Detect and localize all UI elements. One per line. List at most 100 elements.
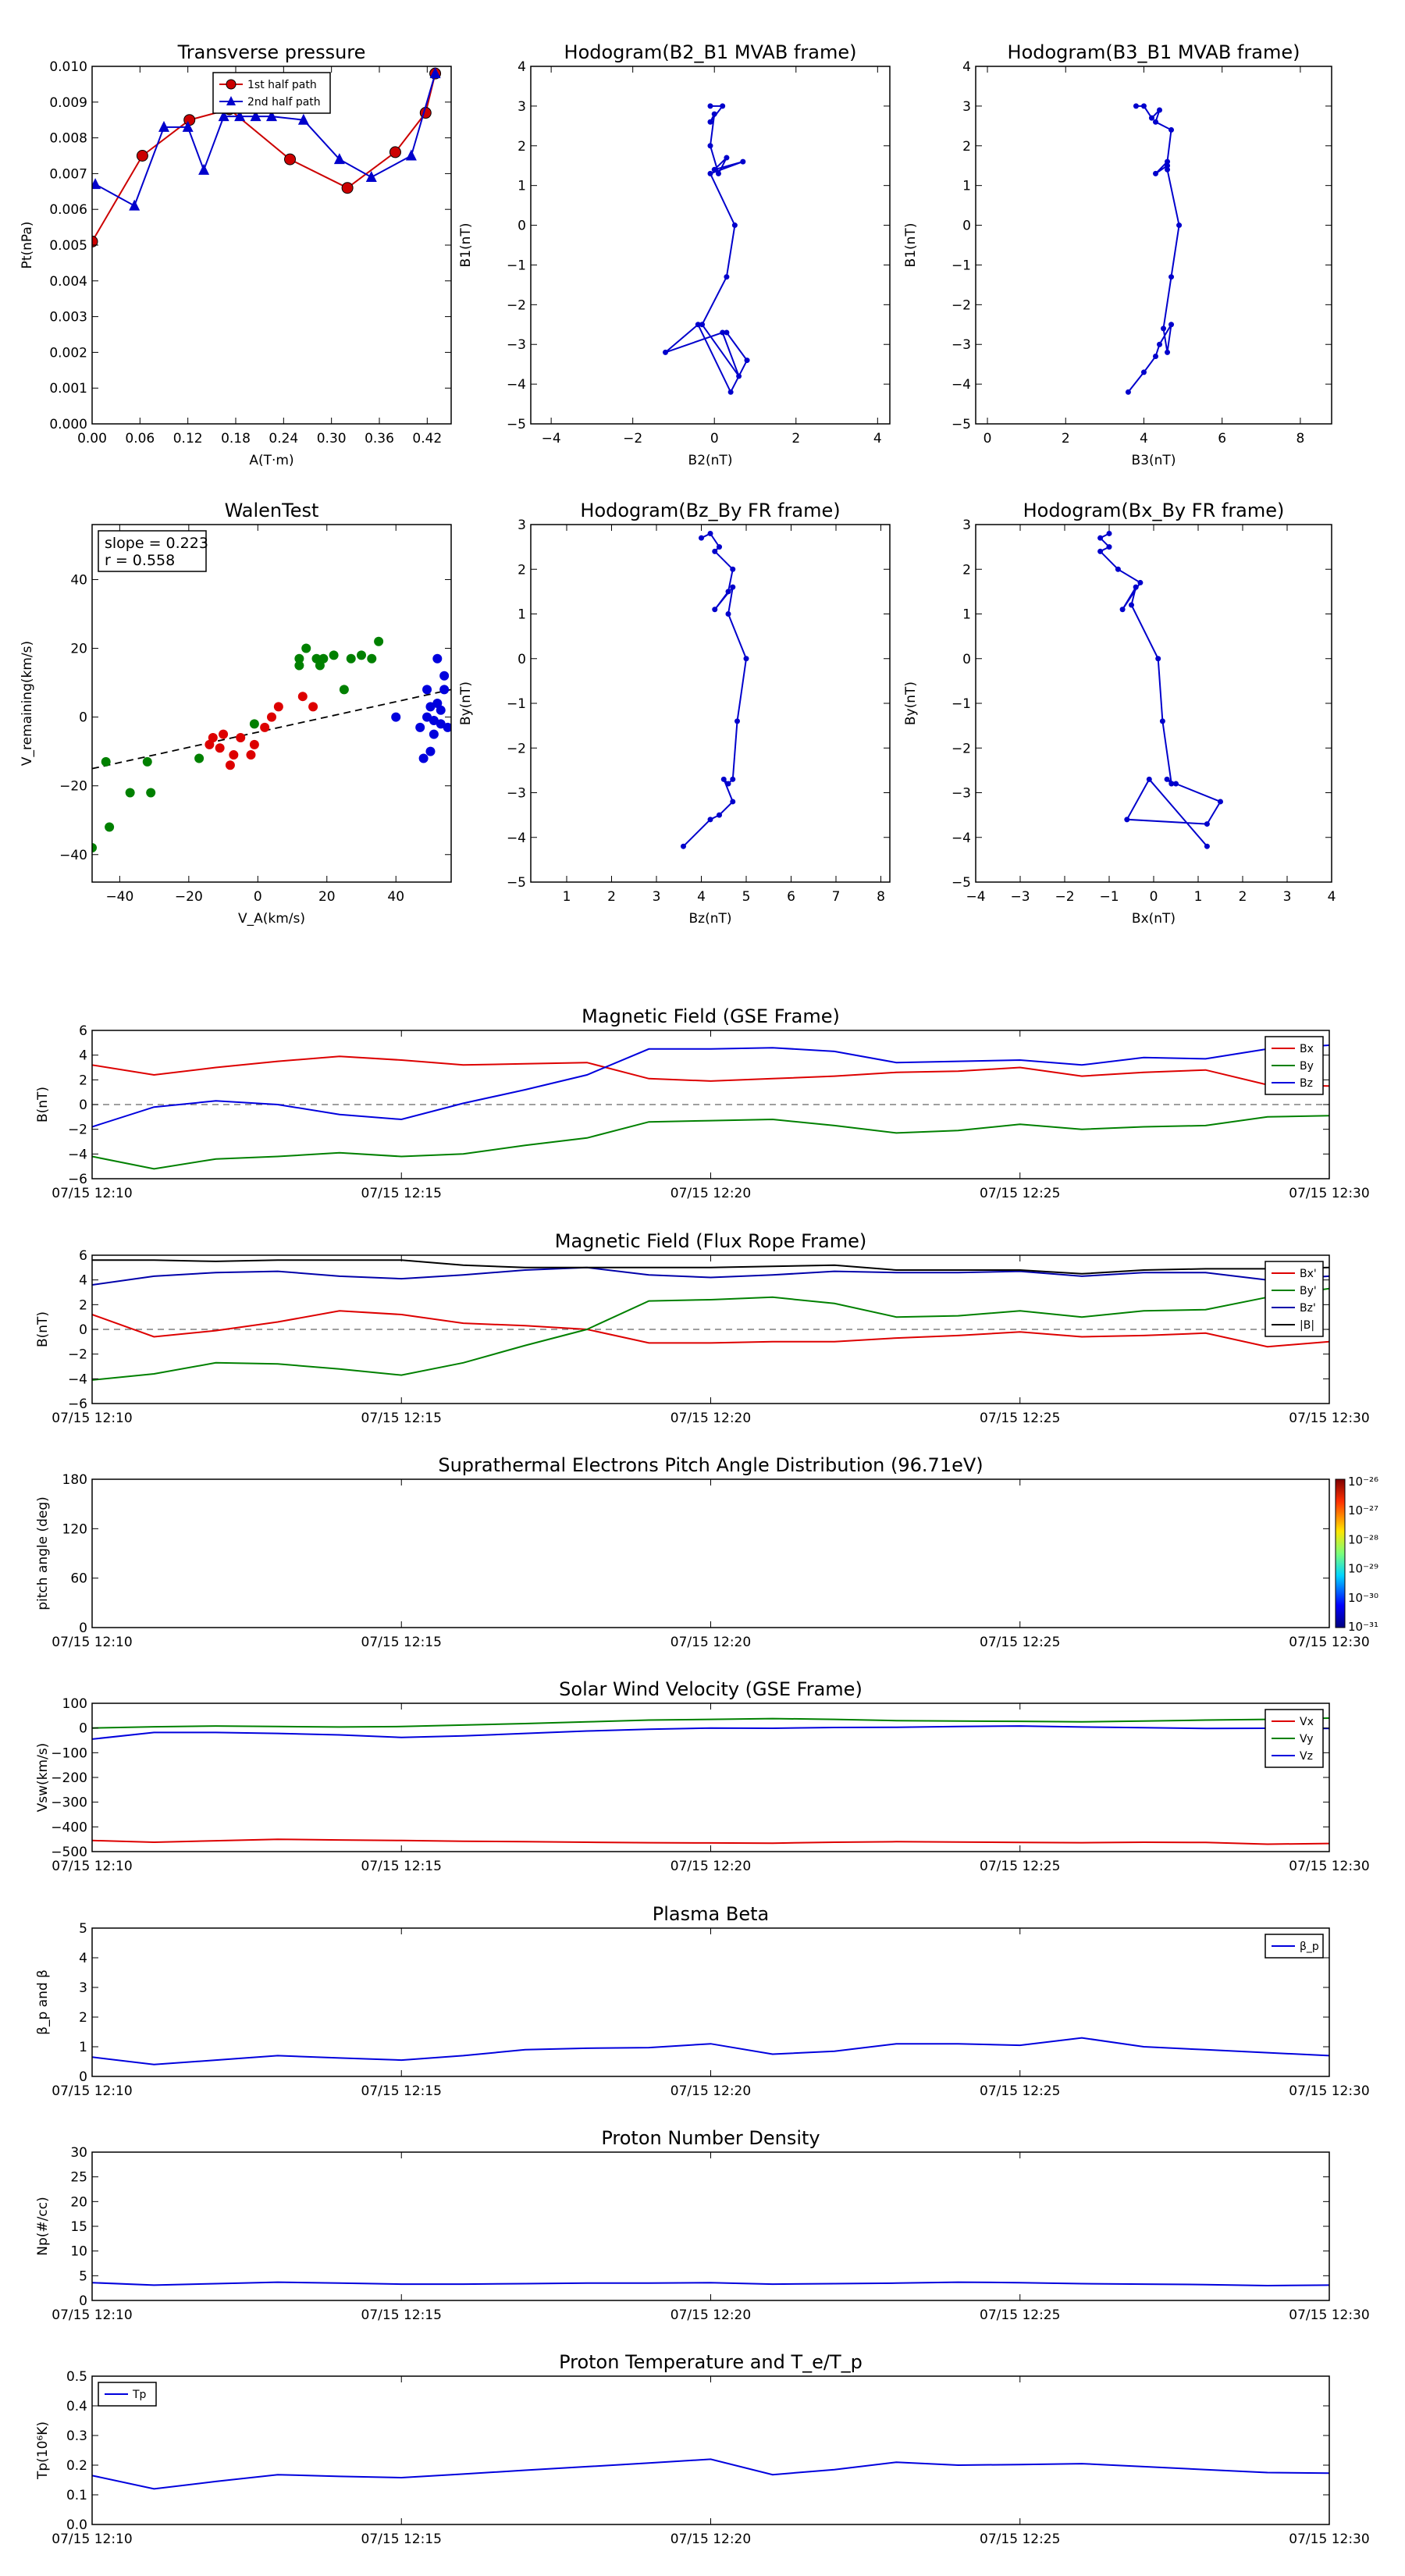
y-tick-label: 0 bbox=[79, 1721, 87, 1737]
y-tick-label: −3 bbox=[951, 786, 971, 802]
x-tick-label: 07/15 12:30 bbox=[1289, 1411, 1369, 1426]
y-tick-label: −500 bbox=[51, 1845, 87, 1860]
x-tick-label: 07/15 12:20 bbox=[670, 2532, 751, 2547]
series-line-0 bbox=[664, 105, 749, 394]
plot-frame bbox=[91, 2375, 1330, 2525]
scatter-point bbox=[429, 729, 439, 739]
x-tick-label: 07/15 12:15 bbox=[361, 1186, 442, 1201]
data-point bbox=[234, 110, 246, 122]
panel-3: WalenTest −40 −20 0 20 40 −40 −20 0 20 40 V_A(km/s)… bbox=[20, 500, 452, 927]
series-line-0 bbox=[92, 2037, 1329, 2065]
x-tick-label: 07/15 12:10 bbox=[52, 1186, 132, 1201]
scatter-point bbox=[436, 719, 446, 729]
x-tick-label: 07/15 12:30 bbox=[1289, 1859, 1369, 1874]
y-tick-label: 20 bbox=[70, 642, 87, 657]
y-tick-label: 0.000 bbox=[49, 417, 87, 432]
y-tick-label: 0.0 bbox=[66, 2517, 87, 2533]
y-tick-label: 0 bbox=[79, 1322, 87, 1338]
data-point bbox=[699, 322, 706, 328]
y-tick-label: 0.1 bbox=[66, 2488, 87, 2503]
y-tick-label: −5 bbox=[507, 417, 526, 432]
y-tick-label: 180 bbox=[62, 1472, 87, 1488]
y-tick-label: 0.005 bbox=[49, 238, 87, 254]
panel-11: Proton Number Density 07/15 12:10 07/15 12… bbox=[35, 2127, 1370, 2323]
data-point bbox=[1119, 607, 1126, 613]
legend-label: Tp bbox=[132, 2389, 147, 2401]
chart-title: Proton Number Density bbox=[601, 2127, 820, 2149]
panel-0: Transverse pressure 0.00 0.06 0.12 0.18 0.24 0… bbox=[20, 41, 452, 468]
panel-2: Hodogram(B3_B1 MVAB frame) 0 2 4 6 8 −5 −4 −3 −2 −… bbox=[903, 41, 1332, 468]
x-tick-label: 0 bbox=[710, 431, 719, 447]
data-point bbox=[699, 535, 704, 541]
y-tick-label: 0.2 bbox=[66, 2458, 87, 2474]
x-tick-label: 0 bbox=[254, 889, 262, 905]
x-axis-label: V_A(km/s) bbox=[238, 911, 305, 927]
x-tick-label: 07/15 12:10 bbox=[52, 1859, 132, 1874]
x-tick-label: 0.00 bbox=[77, 431, 107, 447]
data-point bbox=[715, 170, 721, 176]
x-tick-label: 07/15 12:15 bbox=[361, 2083, 442, 2099]
data-point bbox=[1157, 107, 1163, 113]
data-point bbox=[720, 776, 727, 782]
data-point bbox=[707, 530, 713, 536]
x-tick-label: 07/15 12:30 bbox=[1289, 1186, 1369, 1201]
data-point bbox=[724, 274, 730, 280]
y-tick-label: −4 bbox=[951, 377, 971, 393]
x-tick-label: 07/15 12:20 bbox=[670, 1635, 751, 1650]
scatter-point bbox=[146, 788, 156, 798]
x-tick-label: −4 bbox=[542, 431, 561, 447]
x-tick-label: 07/15 12:30 bbox=[1289, 2307, 1369, 2323]
y-axis-label: Np(#/cc) bbox=[35, 2197, 51, 2255]
y-tick-label: 2 bbox=[79, 1297, 87, 1313]
x-tick-label: 07/15 12:30 bbox=[1289, 2083, 1369, 2099]
scatter-point bbox=[432, 653, 443, 664]
panel-7: Magnetic Field (Flux Rope Frame) 07/15 12… bbox=[35, 1230, 1370, 1426]
legend-label: 2nd half path bbox=[247, 96, 321, 109]
y-axis-label: Vsw(km/s) bbox=[35, 1743, 51, 1813]
y-tick-label: −1 bbox=[507, 696, 526, 712]
series-line-2 bbox=[92, 1725, 1329, 1740]
scatter-point bbox=[249, 719, 259, 729]
legend-label: By' bbox=[1300, 1285, 1317, 1297]
legend-box bbox=[212, 72, 331, 114]
data-layer bbox=[1097, 530, 1223, 849]
scatter-point bbox=[374, 636, 384, 646]
data-point bbox=[1165, 166, 1171, 173]
scatter-point bbox=[267, 712, 276, 722]
y-tick-label: −3 bbox=[507, 337, 526, 353]
y-tick-label: 2 bbox=[79, 2010, 87, 2026]
data-point bbox=[717, 812, 722, 818]
scatter-point bbox=[208, 733, 218, 743]
y-tick-label: −4 bbox=[68, 1147, 87, 1162]
legend-label: Vy bbox=[1300, 1733, 1314, 1745]
x-tick-label: 3 bbox=[1283, 889, 1292, 905]
y-tick-label: 2 bbox=[518, 562, 526, 578]
scatter-point bbox=[260, 722, 270, 732]
y-axis-label: B(nT) bbox=[35, 1087, 51, 1123]
y-tick-label: 6 bbox=[79, 1023, 87, 1039]
chart-title: Magnetic Field (Flux Rope Frame) bbox=[555, 1230, 866, 1252]
data-point bbox=[736, 373, 742, 379]
y-tick-label: −300 bbox=[51, 1795, 87, 1811]
y-tick-label: −2 bbox=[68, 1347, 87, 1363]
plot-frame bbox=[91, 1927, 1330, 2077]
plot-frame bbox=[91, 2151, 1330, 2301]
y-tick-label: −1 bbox=[507, 258, 526, 273]
series-line-0 bbox=[1127, 105, 1180, 393]
x-tick-label: 4 bbox=[1140, 431, 1148, 447]
chart-title: Hodogram(B2_B1 MVAB frame) bbox=[564, 41, 857, 63]
scatter-point bbox=[318, 653, 329, 664]
chart-title: Plasma Beta bbox=[653, 1903, 769, 1925]
scatter-point bbox=[308, 702, 318, 712]
y-tick-label: 5 bbox=[79, 1921, 87, 1937]
x-tick-label: 07/15 12:25 bbox=[980, 1859, 1060, 1874]
legend-label: Bz bbox=[1300, 1077, 1313, 1090]
scatter-point bbox=[215, 743, 225, 753]
data-point bbox=[707, 143, 713, 149]
y-tick-label: −5 bbox=[507, 875, 526, 891]
plot-frame bbox=[530, 524, 891, 883]
x-tick-label: 4 bbox=[873, 431, 882, 447]
y-tick-label: 0.3 bbox=[66, 2428, 87, 2444]
y-tick-label: 0.010 bbox=[49, 59, 87, 75]
